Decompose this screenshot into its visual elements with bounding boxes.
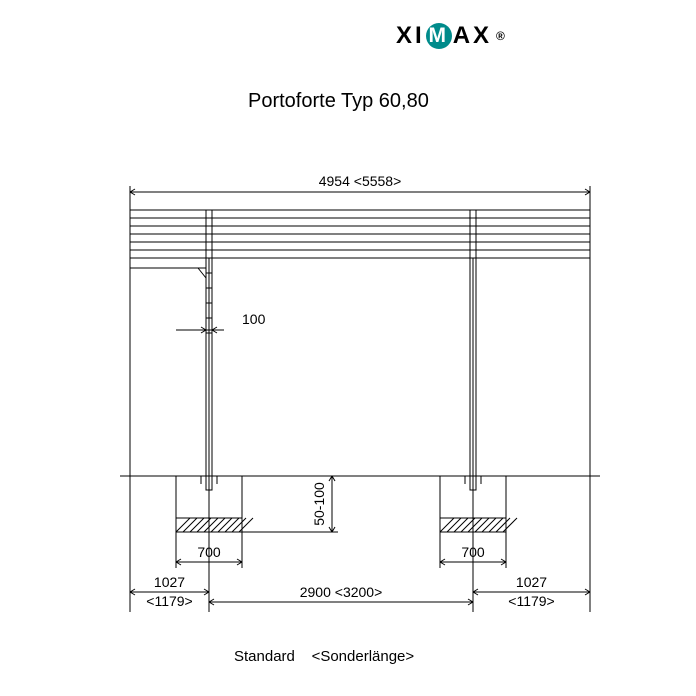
legend: Standard <Sonderlänge> <box>234 648 414 665</box>
legend-sonder: <Sonderlänge> <box>312 648 415 665</box>
logo-prefix: XI <box>396 22 425 50</box>
registered-icon: ® <box>496 29 505 43</box>
logo-suffix: AX <box>453 22 492 50</box>
technical-drawing: 4954 <5558>10050-1007007001027<1179>2900… <box>90 170 610 635</box>
svg-text:<1179>: <1179> <box>146 593 192 609</box>
svg-text:<1179>: <1179> <box>508 593 554 609</box>
brand-logo: XI M AX ® <box>396 22 505 50</box>
svg-text:1027: 1027 <box>516 574 547 590</box>
logo-m-icon: M <box>426 23 452 49</box>
svg-text:100: 100 <box>242 311 266 327</box>
svg-text:2900 <3200>: 2900 <3200> <box>300 584 383 600</box>
svg-text:50-100: 50-100 <box>311 482 327 526</box>
product-title: Portoforte Typ 60,80 <box>248 90 429 113</box>
legend-standard: Standard <box>234 648 295 665</box>
svg-text:1027: 1027 <box>154 574 185 590</box>
svg-text:4954 <5558>: 4954 <5558> <box>319 173 402 189</box>
